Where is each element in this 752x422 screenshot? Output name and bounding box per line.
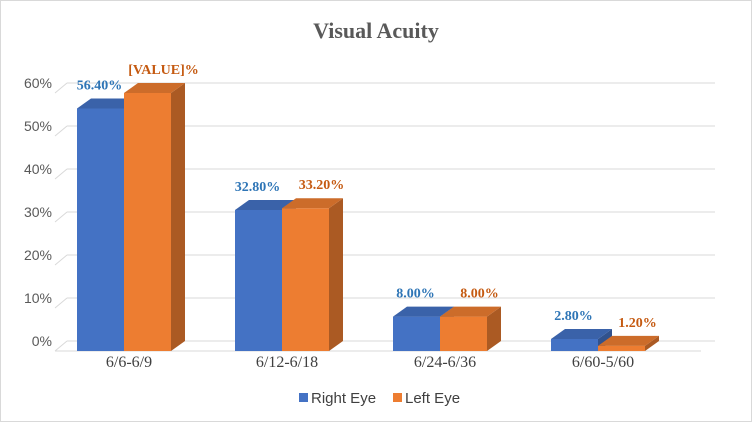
bar-top bbox=[124, 83, 185, 93]
bar-top bbox=[598, 335, 659, 346]
bar-top bbox=[77, 98, 138, 109]
data-label: 33.20% bbox=[299, 178, 345, 193]
bar-top bbox=[440, 306, 501, 317]
y-tick-label: 10% bbox=[24, 290, 52, 306]
data-label: 8.00% bbox=[460, 287, 499, 302]
y-tick-label: 50% bbox=[24, 118, 52, 134]
y-tick-label: 60% bbox=[24, 75, 52, 91]
gridline-depth bbox=[54, 254, 68, 266]
gridline-depth bbox=[54, 211, 68, 223]
y-tick-label: 20% bbox=[24, 247, 52, 263]
y-tick-label: 0% bbox=[32, 333, 52, 349]
bars bbox=[77, 83, 659, 351]
bar-front bbox=[598, 345, 645, 351]
bar-top bbox=[551, 328, 612, 339]
bar-front bbox=[235, 209, 282, 351]
y-tick-label: 40% bbox=[24, 161, 52, 177]
data-label: 32.80% bbox=[235, 180, 281, 195]
bar-top bbox=[235, 199, 296, 210]
chart-title: Visual Acuity bbox=[313, 18, 439, 43]
x-tick-label: 6/24-6/36 bbox=[414, 354, 476, 371]
bar-top bbox=[393, 306, 454, 317]
bar-front bbox=[77, 108, 124, 351]
x-axis-ticks: 6/6-6/9 6/12-6/18 6/24-6/36 6/60-5/60 bbox=[106, 354, 634, 371]
legend-label: Right Eye bbox=[311, 390, 376, 407]
y-tick-label: 30% bbox=[24, 204, 52, 220]
gridline-depth bbox=[54, 125, 68, 137]
x-tick-label: 6/60-5/60 bbox=[572, 354, 634, 371]
bar-front bbox=[551, 338, 598, 351]
x-tick-label: 6/12-6/18 bbox=[256, 354, 318, 371]
legend-label: Left Eye bbox=[405, 390, 460, 407]
gridline-depth bbox=[54, 297, 68, 309]
bar-front bbox=[440, 316, 487, 351]
data-labels: 56.40% [VALUE]% 32.80% 33.20% 8.00% 8.00% 2.80… bbox=[77, 63, 657, 331]
data-label: [VALUE]% bbox=[128, 63, 199, 78]
bar-front bbox=[393, 316, 440, 351]
x-tick-label: 6/6-6/9 bbox=[106, 354, 152, 371]
bar-side bbox=[329, 198, 343, 351]
bar-front bbox=[124, 93, 171, 351]
data-label: 2.80% bbox=[554, 309, 593, 324]
legend: Right Eye Left Eye bbox=[299, 390, 460, 407]
bar-side bbox=[645, 335, 659, 351]
legend-swatch bbox=[393, 393, 402, 402]
gridline-depth bbox=[54, 168, 68, 180]
data-label: 56.40% bbox=[77, 78, 123, 93]
y-axis-ticks: 0% 10% 20% 30% 40% 50% 60% bbox=[24, 75, 52, 349]
bar-front bbox=[282, 208, 329, 351]
legend-swatch bbox=[299, 393, 308, 402]
data-label: 1.20% bbox=[618, 316, 657, 331]
bar-side bbox=[171, 83, 185, 351]
bar-side bbox=[487, 306, 501, 351]
data-label: 8.00% bbox=[396, 287, 435, 302]
gridline-depth bbox=[54, 82, 68, 94]
gridline-depth bbox=[54, 340, 68, 352]
bar-top bbox=[282, 198, 343, 209]
